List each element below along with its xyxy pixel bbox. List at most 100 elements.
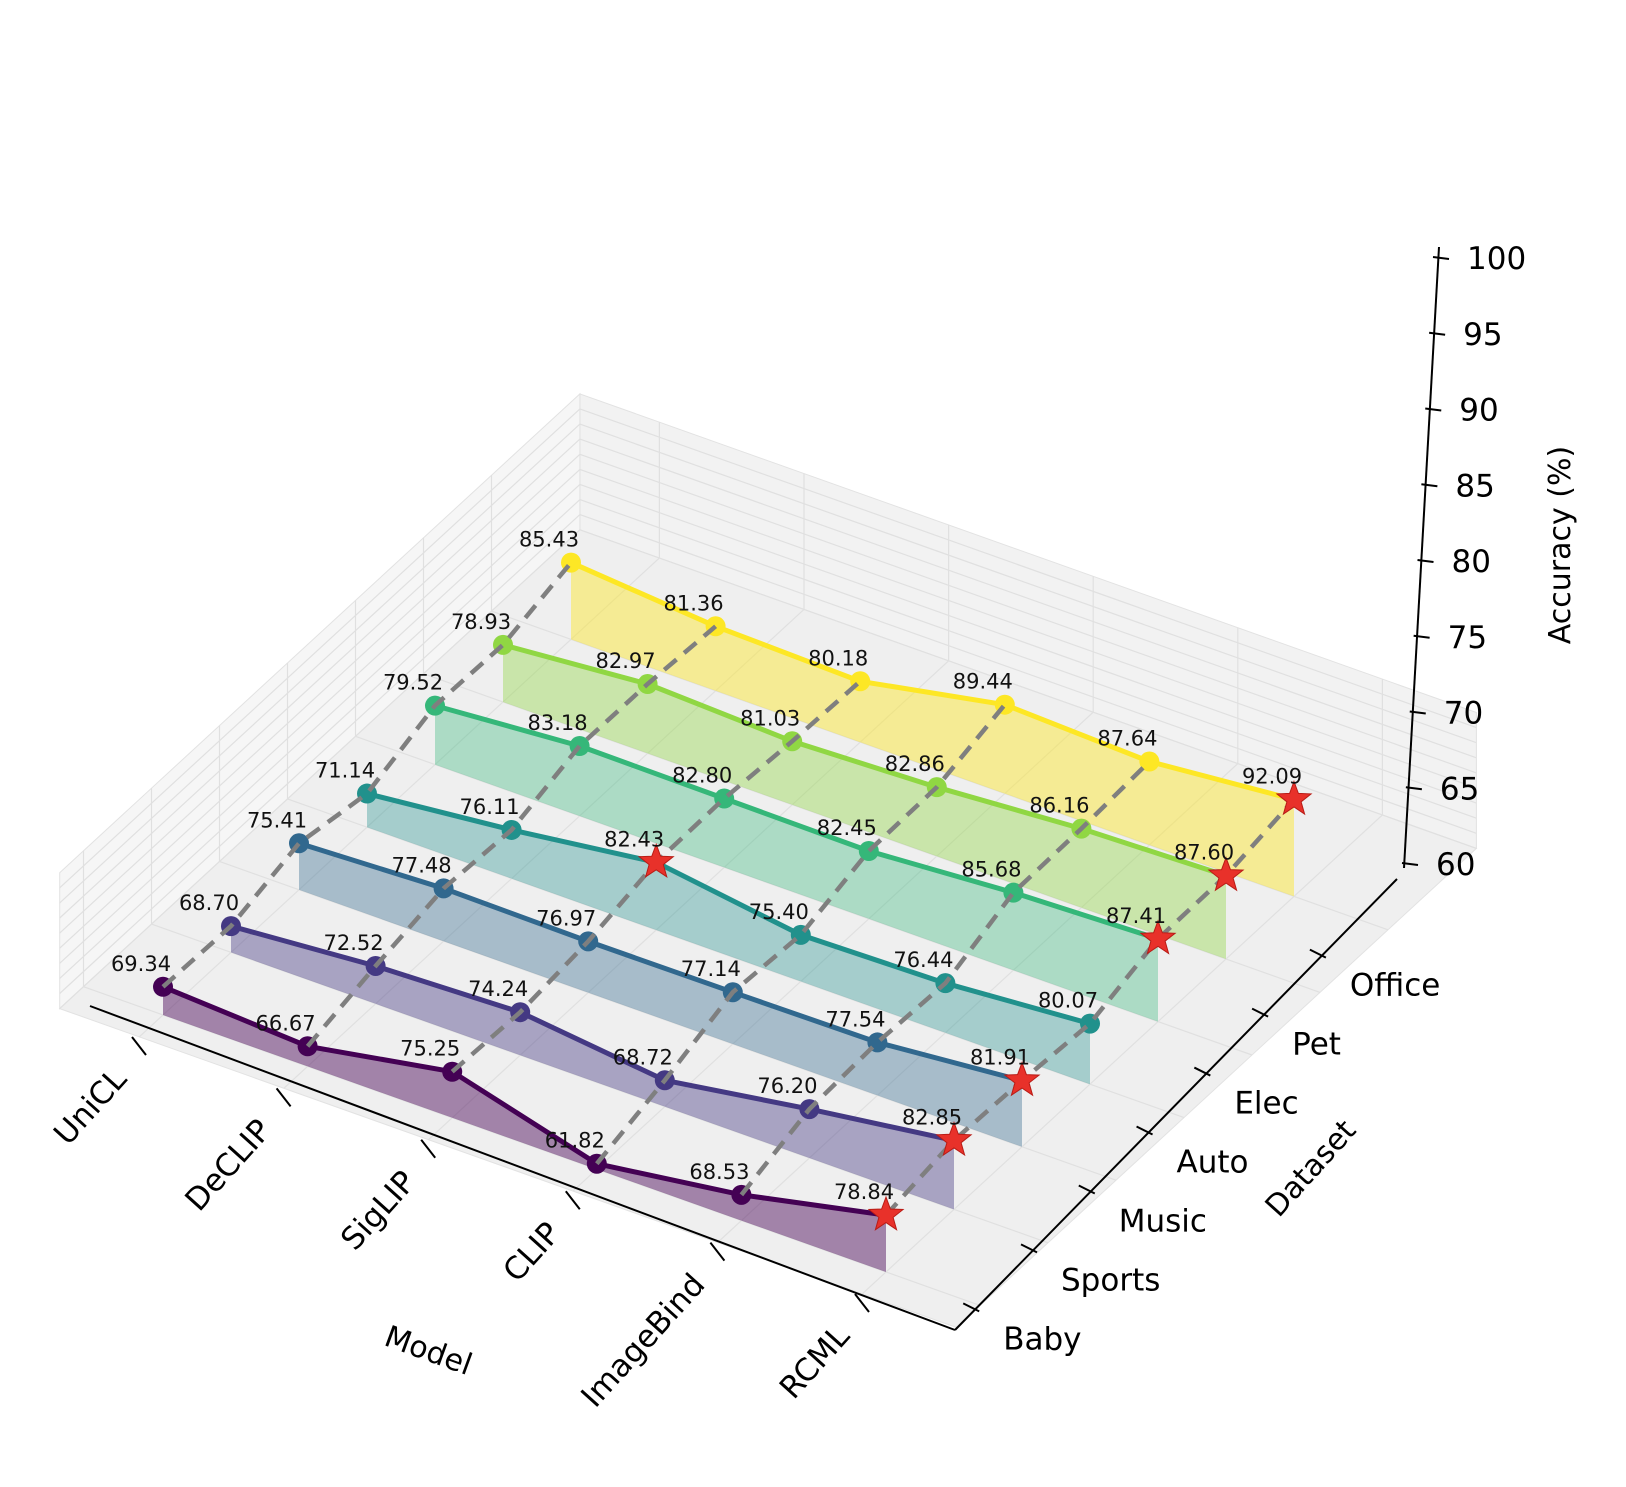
grid-line (427, 524, 950, 1141)
data-label: 74.24 (468, 977, 528, 1001)
data-label: 86.16 (1029, 794, 1089, 818)
x-tick (854, 1293, 870, 1313)
grid-line (82, 850, 981, 1306)
data-label: 78.93 (451, 610, 511, 634)
data-label: 92.09 (1242, 764, 1302, 788)
grid-line (138, 422, 661, 1038)
data-label: 82.86 (885, 752, 945, 776)
x-tick-label: SigLIP (334, 1164, 423, 1257)
grid-line (286, 663, 1185, 1119)
series-area-sports (231, 926, 954, 1210)
data-label: 82.85 (902, 1105, 962, 1129)
data-label: 81.36 (664, 591, 724, 615)
best-star-marker (1139, 919, 1177, 955)
z-tick-label: 95 (1463, 317, 1502, 353)
x-tick (420, 1139, 436, 1159)
best-star-marker (935, 1120, 973, 1157)
z-tick (1409, 710, 1426, 715)
x-tick-label: RCML (773, 1318, 858, 1406)
y-tick (1136, 1125, 1154, 1136)
grid-line (59, 438, 581, 919)
data-label: 75.40 (749, 900, 809, 924)
data-label: 61.82 (545, 1129, 605, 1153)
z-tick-label: 70 (1444, 696, 1483, 732)
grid-line (283, 473, 805, 1089)
grid-line (861, 679, 1384, 1295)
data-label: 80.18 (808, 646, 868, 670)
z-tick (1401, 862, 1419, 866)
series-area-pet (503, 644, 1226, 959)
grid-line (717, 627, 1239, 1243)
z-tick-label: 100 (1467, 241, 1526, 277)
data-label: 68.72 (613, 1045, 673, 1069)
x-axis-label: Model (380, 1319, 477, 1383)
grid-line (579, 453, 1477, 774)
data-label: 77.14 (681, 957, 741, 981)
data-label: 82.45 (817, 816, 877, 840)
data-label: 68.70 (179, 891, 239, 915)
data-label: 66.67 (256, 1011, 316, 1035)
grid-line (354, 600, 1253, 1056)
y-tick-label: Pet (1292, 1027, 1341, 1063)
grid-line (579, 514, 1477, 834)
x-tick (565, 1190, 581, 1210)
series-area-office (571, 562, 1294, 897)
grid-line (59, 423, 581, 904)
y-tick-label: Office (1350, 968, 1441, 1004)
data-point (1139, 751, 1160, 772)
z-tick (1432, 256, 1450, 260)
grid-line (59, 408, 581, 889)
y-tick (1251, 1007, 1269, 1018)
z-tick-label: 60 (1436, 847, 1475, 883)
data-label: 81.91 (970, 1046, 1030, 1070)
series-line-sports (230, 923, 955, 1143)
data-label: 83.18 (528, 711, 588, 735)
data-label: 69.34 (111, 952, 171, 976)
y-axis-label: Dataset (1259, 1113, 1364, 1224)
data-label: 76.11 (460, 795, 520, 819)
series-line-auto (366, 791, 1091, 1027)
z-axis-line (1403, 246, 1440, 869)
z-tick (1425, 407, 1442, 412)
best-star-marker (1275, 780, 1313, 816)
series-line-music (298, 840, 1023, 1084)
grid-line (572, 576, 1094, 1192)
x-tick-label: UniCL (47, 1061, 134, 1152)
x-tick-label: DeCLIP (178, 1113, 278, 1219)
data-label: 77.48 (392, 853, 452, 877)
data-label: 71.14 (315, 759, 375, 783)
x-tick (709, 1241, 726, 1262)
series-line-baby (162, 984, 887, 1218)
z-tick-label: 85 (1455, 468, 1494, 504)
z-tick (1417, 559, 1434, 563)
z-tick-label: 75 (1448, 620, 1487, 656)
z-tick-label: 80 (1452, 544, 1491, 580)
data-label: 68.53 (689, 1160, 749, 1184)
y-axis-line (954, 878, 1398, 1331)
z-tick (1413, 634, 1430, 639)
x-tick (131, 1036, 147, 1056)
z-tick (1421, 483, 1438, 488)
series-area-baby (163, 986, 886, 1272)
data-label: 87.64 (1097, 727, 1157, 751)
data-label: 80.07 (1038, 989, 1098, 1013)
grid-line (579, 529, 1477, 849)
data-label: 72.52 (324, 931, 384, 955)
data-label: 87.60 (1174, 841, 1234, 865)
grid-line (579, 438, 1477, 759)
data-label: 87.41 (1106, 904, 1166, 928)
model-connector-declip (305, 624, 718, 1048)
y-tick (1078, 1184, 1096, 1195)
series-area-auto (367, 793, 1090, 1085)
grid-line (59, 468, 581, 949)
x-tick (275, 1087, 292, 1108)
grid-line (59, 529, 581, 1010)
x-tick-label: ImageBind (574, 1267, 712, 1415)
y-tick-label: Elec (1234, 1086, 1298, 1122)
data-label: 89.44 (953, 670, 1013, 694)
best-star-marker (867, 1195, 905, 1231)
series-line-office (569, 560, 1295, 802)
x-tick-label: CLIP (496, 1215, 567, 1289)
